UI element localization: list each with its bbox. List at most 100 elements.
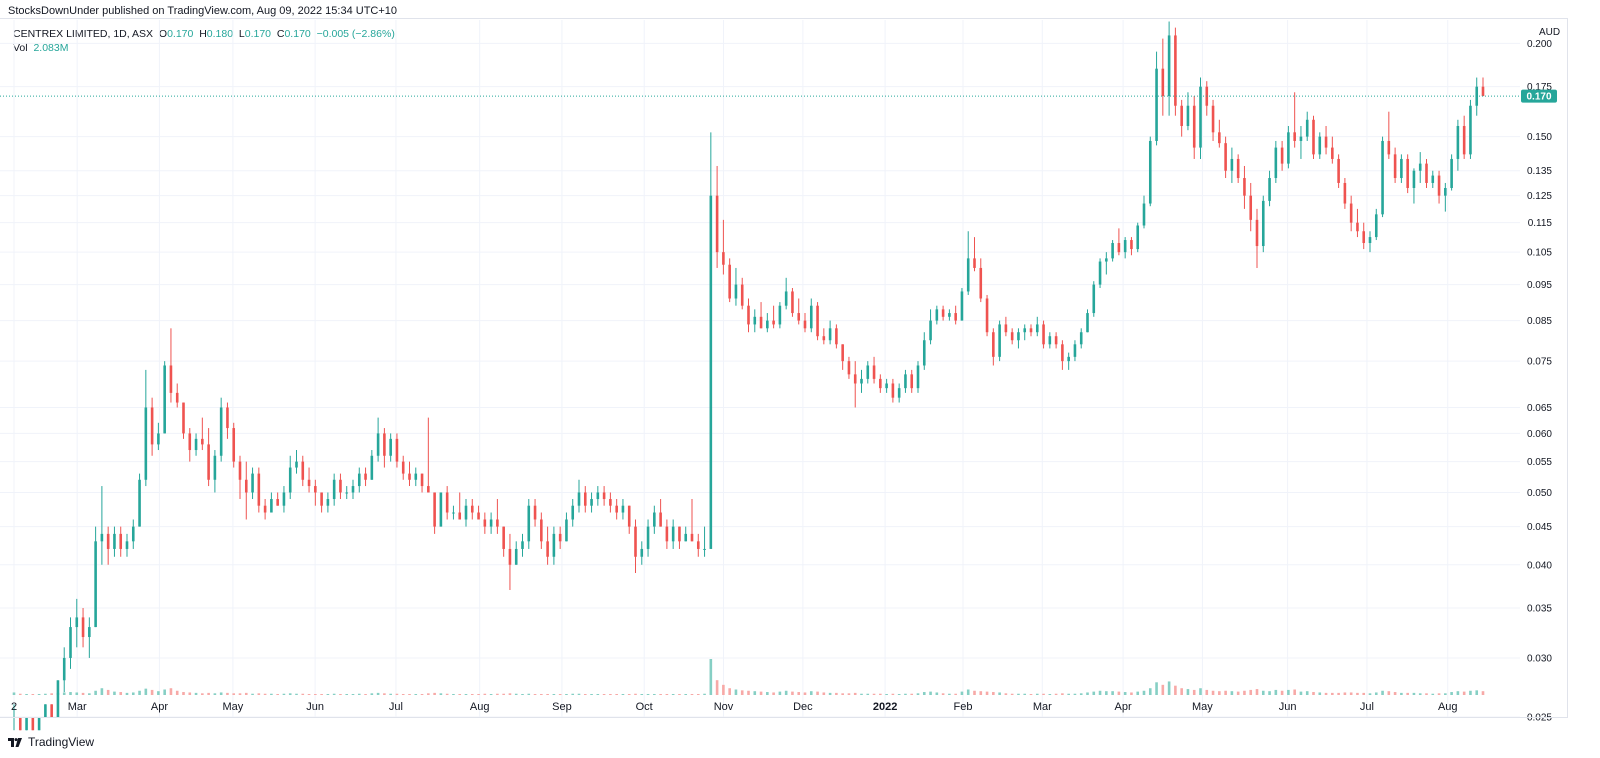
time-tick-label: 2 (11, 701, 17, 713)
candle-body (1054, 336, 1058, 345)
volume-bar (1368, 693, 1372, 695)
candle-body (351, 486, 355, 493)
candle-body (998, 324, 1001, 357)
volume-bar (370, 693, 374, 695)
candle-body (627, 505, 631, 527)
price-tick-label: 0.065 (1527, 403, 1552, 414)
price-tick-label: 0.035 (1527, 604, 1552, 615)
candle-body (433, 492, 436, 527)
volume-bar (395, 693, 399, 695)
candle-body (1061, 344, 1064, 362)
volume-bar (194, 692, 198, 695)
candle-body (822, 336, 826, 341)
volume-bar (1186, 689, 1190, 695)
candle-body (1305, 119, 1309, 137)
candle-body (1174, 35, 1177, 106)
candle-body (853, 374, 857, 384)
volume-bar (1211, 690, 1215, 695)
candle-body (1437, 175, 1441, 196)
volume-bar (1406, 692, 1409, 695)
candle-body (1400, 158, 1403, 179)
candle-body (56, 680, 60, 717)
candle-body (1186, 105, 1190, 126)
candle-body (320, 492, 323, 506)
volume-bar (345, 694, 349, 695)
volume-bar (81, 692, 85, 695)
published-caption: StocksDownUnder published on TradingView… (8, 5, 398, 17)
volume-bar (508, 693, 512, 695)
volume-bar (1261, 690, 1265, 695)
volume-bar (276, 694, 279, 695)
volume-bar (929, 691, 932, 695)
price-axis[interactable]: 0.200 0.175 0.150 0.135 0.125 0.115 0.105 0.095… (1527, 39, 1552, 724)
volume-bar (703, 693, 706, 695)
candle-body (1048, 336, 1052, 345)
volume-bar (295, 693, 298, 695)
candle-body (1224, 143, 1227, 171)
candle-body (872, 365, 876, 379)
price-tick-label: 0.075 (1527, 357, 1552, 368)
candle-body (1356, 222, 1359, 232)
volume-bar (615, 694, 618, 695)
volume-bar (1142, 690, 1146, 695)
candle-body (1155, 68, 1158, 141)
volume-bar (12, 692, 16, 695)
volume-bar (1098, 690, 1102, 695)
candle-body (734, 284, 738, 299)
volume-bar (163, 689, 166, 695)
volume-bar (885, 694, 888, 695)
candle-body (37, 717, 41, 731)
candle-body (671, 526, 675, 542)
volume-row: Vol 2.083M (13, 41, 395, 55)
volume-bars (12, 659, 1485, 695)
candle-body (621, 505, 625, 513)
candle-body (69, 627, 72, 658)
candle-body (131, 526, 135, 542)
candle-body (1105, 258, 1108, 262)
volume-label: Vol (13, 42, 28, 54)
candle-body (1312, 119, 1315, 155)
candle-body (44, 704, 47, 717)
candle-body (194, 438, 198, 451)
volume-bar (427, 693, 430, 695)
volume-bar (157, 691, 160, 695)
volume-bar (1054, 693, 1058, 695)
volume-bar (966, 689, 970, 695)
volume-bar (1462, 691, 1466, 695)
volume-bar (1400, 692, 1403, 695)
volume-bar (106, 689, 110, 695)
candle-body (891, 383, 895, 398)
candle-body (546, 541, 549, 557)
candle-body (1261, 200, 1265, 247)
volume-bar (772, 692, 775, 695)
volume-bar (332, 693, 336, 695)
candle-body (527, 505, 531, 542)
volume-bar (201, 693, 204, 695)
candle-body (282, 492, 286, 506)
volume-bar (1431, 693, 1435, 695)
time-axis[interactable]: 2 Mar Apr May Jun Jul Aug Sep Oct Nov Dec 2022 Feb Ma… (11, 701, 1458, 713)
price-tick-label: 0.150 (1527, 132, 1552, 143)
candle-body (1218, 132, 1221, 144)
candle-body (157, 433, 160, 445)
candle-body (207, 444, 210, 480)
candle-body (1324, 136, 1328, 148)
volume-bar (1469, 690, 1472, 695)
candle-body (125, 541, 129, 549)
candle-body (263, 505, 267, 513)
volume-bar (1148, 688, 1152, 695)
footer-brand: TradingView (28, 735, 95, 749)
volume-bar (458, 694, 462, 695)
candle-body (81, 617, 85, 638)
candle-body (1249, 195, 1253, 220)
volume-bar (483, 693, 487, 695)
candle-body (722, 252, 725, 265)
volume-bar (69, 692, 72, 695)
candle-body (678, 526, 681, 542)
candle-body (1211, 105, 1215, 133)
volume-bar (1293, 689, 1296, 695)
volume-bar (684, 694, 688, 695)
volume-bar (94, 690, 97, 695)
candle-body (1280, 147, 1284, 164)
